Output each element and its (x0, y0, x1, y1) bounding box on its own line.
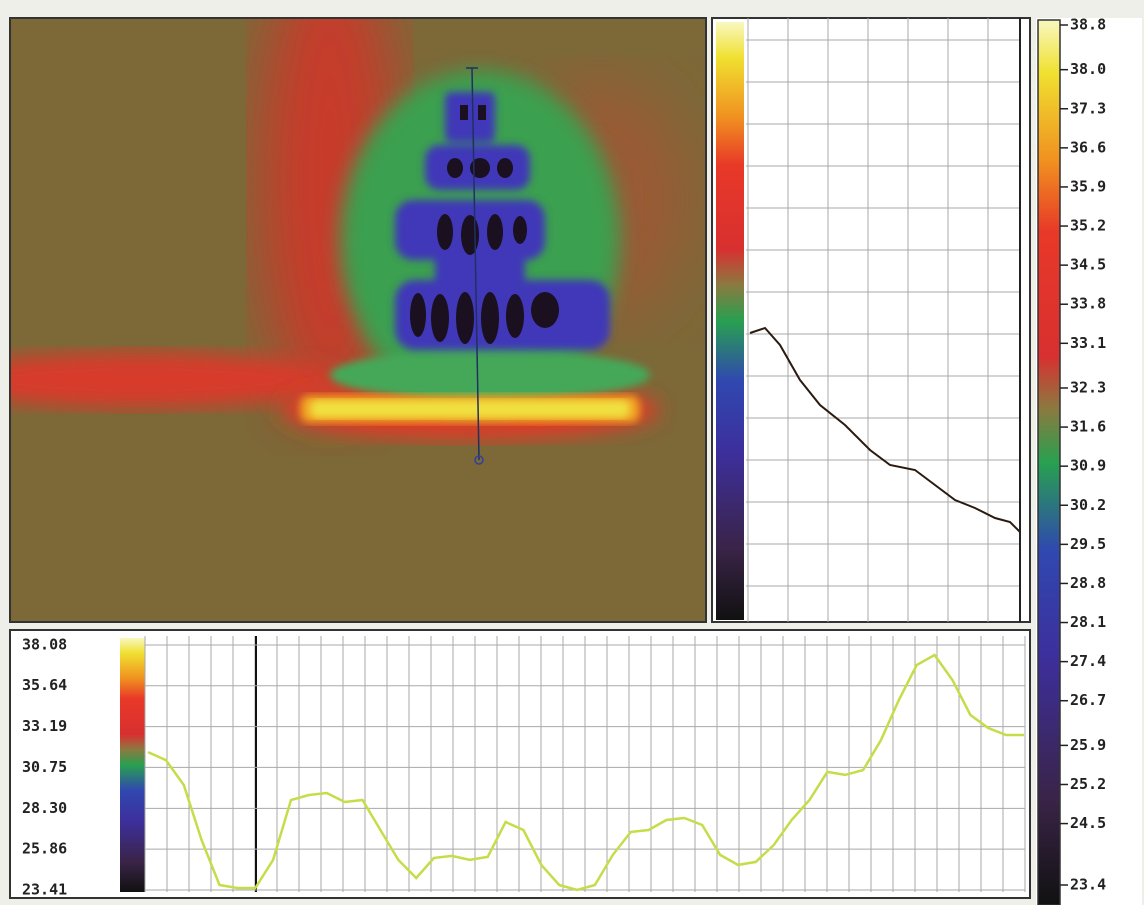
scale-tick-label: 32.3 (1070, 378, 1106, 396)
y-tick-label: 28.30 (22, 799, 67, 817)
y-tick-label: 38.08 (22, 636, 67, 654)
scale-tick-label: 28.1 (1070, 613, 1106, 631)
scale-tick-label: 35.9 (1070, 177, 1106, 195)
vertical-profile-panel (712, 18, 1030, 622)
scale-tick-label: 23.4 (1070, 876, 1106, 894)
y-tick-label: 35.64 (22, 676, 67, 694)
scale-tick-label: 38.8 (1070, 16, 1106, 34)
scale-tick-label: 25.2 (1070, 775, 1106, 793)
y-tick-label: 25.86 (22, 840, 67, 858)
scale-tick-label: 27.4 (1070, 652, 1106, 670)
scale-tick-label: 31.6 (1070, 418, 1106, 436)
y-tick-label: 23.41 (22, 881, 67, 899)
temperature-scale: 38.8 38.0 37.3 36.6 35.9 35.2 34.5 33.8 33.1 32.3… (1036, 16, 1142, 905)
y-tick-label: 30.75 (22, 758, 67, 776)
scale-tick-label: 38.0 (1070, 60, 1106, 78)
scale-tick-label: 30.2 (1070, 496, 1106, 514)
y-tick-label: 33.19 (22, 717, 67, 735)
scale-tick-label: 26.7 (1070, 691, 1106, 709)
scale-tick-label: 35.2 (1070, 217, 1106, 235)
scale-tick-label: 29.5 (1070, 535, 1106, 553)
scale-tick-label: 28.8 (1070, 574, 1106, 592)
thermal-app: 38.08 35.64 33.19 30.75 28.30 25.86 23.41 38.8… (0, 0, 1144, 905)
scale-tick-label: 36.6 (1070, 138, 1106, 156)
scale-tick-label: 25.9 (1070, 736, 1106, 754)
scale-tick-label: 37.3 (1070, 99, 1106, 117)
scale-tick-label: 24.5 (1070, 814, 1106, 832)
thermal-image (0, 0, 706, 622)
scale-tick-label: 33.8 (1070, 295, 1106, 313)
scale-tick-label: 30.9 (1070, 457, 1106, 475)
scale-tick-label: 33.1 (1070, 334, 1106, 352)
scale-tick-label: 34.5 (1070, 256, 1106, 274)
horizontal-profile-panel: 38.08 35.64 33.19 30.75 28.30 25.86 23.41 (10, 630, 1030, 899)
